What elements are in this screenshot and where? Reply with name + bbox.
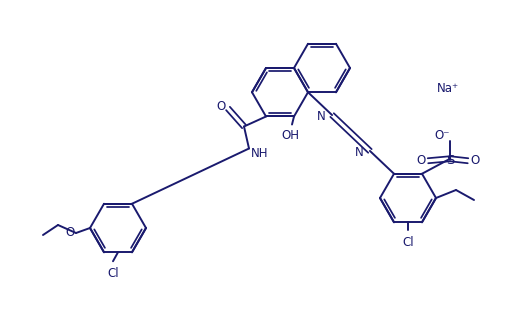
Text: Na⁺: Na⁺ (437, 81, 459, 95)
Text: O: O (417, 154, 426, 167)
Text: O: O (470, 154, 480, 167)
Text: O: O (65, 226, 75, 239)
Text: OH: OH (281, 129, 299, 142)
Text: N: N (317, 109, 326, 123)
Text: Cl: Cl (402, 236, 414, 249)
Text: Cl: Cl (107, 267, 119, 280)
Text: S: S (446, 154, 454, 167)
Text: N: N (355, 146, 364, 160)
Text: O⁻: O⁻ (434, 129, 450, 142)
Text: O: O (216, 100, 226, 113)
Text: NH: NH (251, 147, 269, 160)
